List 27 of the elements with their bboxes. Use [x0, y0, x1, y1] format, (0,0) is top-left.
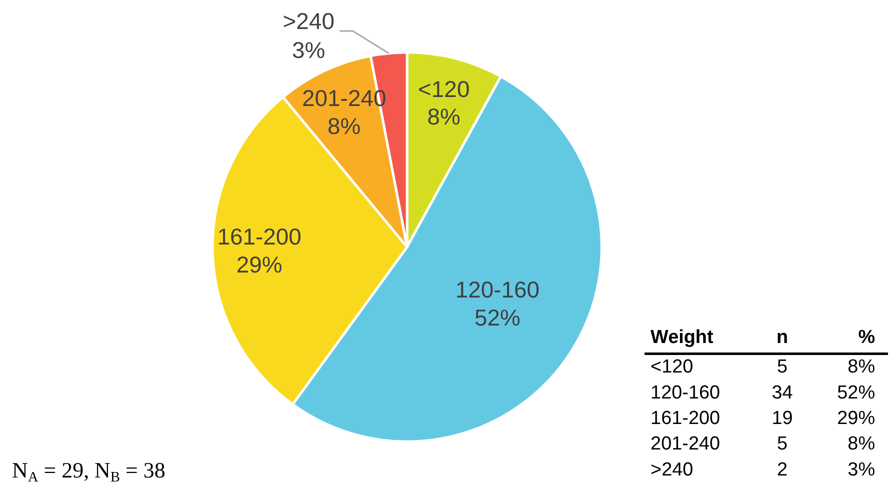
data-label: 5	[776, 356, 788, 378]
data-label: 3%	[848, 459, 876, 480]
category-label: 120-160	[650, 382, 720, 404]
slice-label: <120	[418, 76, 470, 102]
data-label: 8%	[848, 434, 876, 455]
data-label: 29%	[837, 408, 876, 429]
data-label: 34	[772, 382, 793, 404]
data-label: 2	[776, 459, 788, 480]
slice-label: >240	[282, 8, 334, 34]
text: %	[858, 326, 876, 348]
category-label: 201-240	[650, 434, 720, 455]
data-label: 8%	[427, 104, 460, 130]
data-label: 3%	[292, 36, 326, 63]
data-label: 29%	[236, 252, 282, 278]
data-label: 52%	[474, 304, 520, 330]
data-label: 52%	[837, 382, 876, 404]
data-label: 8%	[328, 113, 361, 140]
text: Weight	[650, 326, 714, 348]
category-label: 161-200	[650, 408, 720, 429]
data-label: 19	[772, 408, 793, 429]
data-label: 8%	[848, 356, 876, 378]
slice-label: 120-160	[455, 276, 540, 302]
category-label: <120	[650, 356, 694, 378]
text: n	[776, 326, 788, 348]
slice-label: 161-200	[217, 224, 302, 250]
data-label: 5	[776, 434, 788, 455]
category-label: >240	[650, 459, 694, 480]
